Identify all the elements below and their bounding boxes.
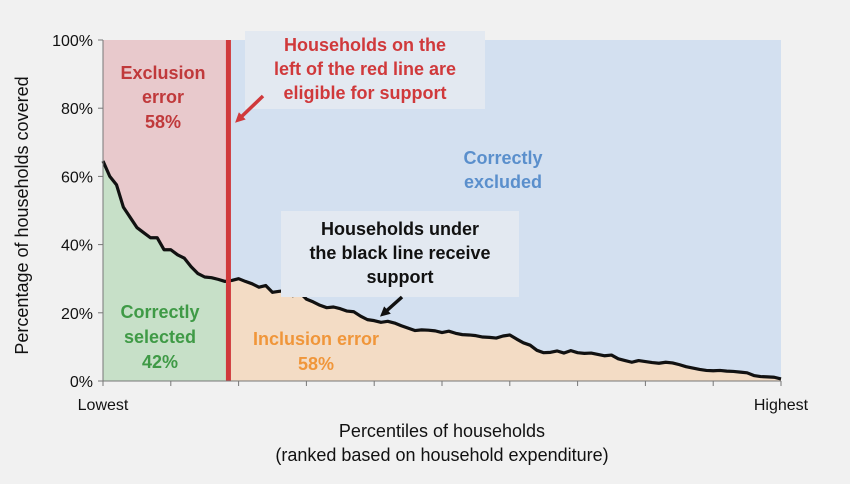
inclusion-error-label: Inclusion error [253,329,379,349]
correctly-excluded-label-line1: Correctly [463,148,542,168]
x-axis-subtitle: (ranked based on household expenditure) [275,445,608,465]
x-tick-label-right: Highest [754,397,809,414]
inclusion-error-area [228,278,781,381]
y-tick-label: 40% [61,238,93,255]
red-line-note-box [245,31,485,109]
red-line-note-line: eligible for support [283,83,446,103]
red-line-note-arrow [235,94,265,123]
y-tick-label: 80% [61,101,93,118]
correctly-selected-value: 42% [142,352,178,372]
axis-layer: 0% 20% 40% 60% 80% 100% Lowest Highest Percentil… [12,33,809,465]
y-axis-title: Percentage of households covered [12,76,32,354]
inclusion-error-value: 58% [298,354,334,374]
y-tick-label: 100% [52,33,93,50]
coverage-curve [101,160,782,381]
y-tick-label: 0% [70,374,93,391]
curve-layer [101,40,782,381]
black-line-note-line: support [367,267,434,287]
black-line-note-line: Households under [321,219,479,239]
exclusion-error-label-line2: error [142,87,184,107]
red-line-note-line: Households on the [284,35,446,55]
correctly-excluded-label-line2: excluded [464,172,542,192]
correctly-selected-label-line1: Correctly [120,302,199,322]
annotation-layer: Exclusion error 58% Correctly excluded Correc… [120,31,543,374]
x-axis-title: Percentiles of households [339,421,545,441]
black-line-note-arrow [380,295,404,317]
exclusion-error-value: 58% [145,112,181,132]
exclusion-error-label-line1: Exclusion [120,63,205,83]
correctly-selected-area [103,161,229,381]
correctly-selected-label-line2: selected [124,327,196,347]
x-tick-label-left: Lowest [78,397,129,414]
y-tick-label: 60% [61,169,93,186]
black-line-note-box [281,211,519,297]
red-line-note-line: left of the red line are [274,59,456,79]
black-line-note-line: the black line receive [309,243,490,263]
y-tick-label: 20% [61,306,93,323]
